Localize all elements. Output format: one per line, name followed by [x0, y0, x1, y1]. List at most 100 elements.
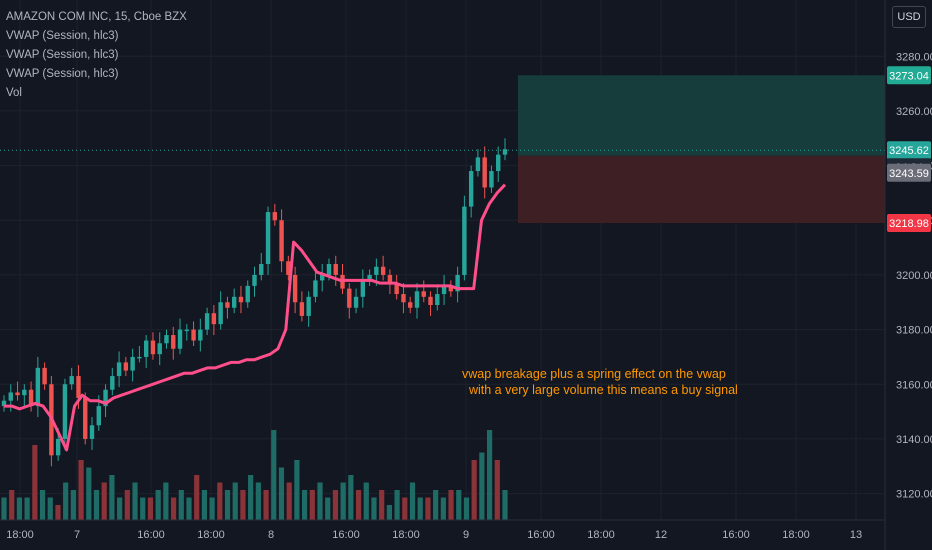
candle-body — [496, 154, 501, 172]
candle-body — [306, 296, 311, 316]
volume-bar — [271, 430, 277, 520]
candle — [265, 206, 271, 275]
volume-bar — [502, 490, 508, 520]
candle-body — [435, 294, 440, 305]
candle — [333, 255, 338, 286]
candle — [218, 291, 223, 330]
candle — [455, 266, 460, 303]
x-tick-label: 7 — [74, 529, 80, 541]
candle — [360, 269, 366, 308]
price-tag: 3273.04 — [887, 66, 931, 85]
candle-body — [380, 266, 386, 275]
candle — [150, 332, 156, 360]
price-tag-text: 3243.59 — [889, 168, 929, 180]
chart-annotation[interactable]: vwap breakage plus a spring effect on th… — [462, 366, 738, 398]
candle-body — [164, 335, 169, 344]
volume-bar — [371, 497, 377, 520]
x-tick-label: 18:00 — [587, 529, 615, 541]
candle-body — [265, 212, 271, 264]
candle — [22, 384, 27, 407]
legend-symbol[interactable]: AMAZON COM INC, 15, Cboe BZX — [6, 11, 187, 23]
candle — [123, 356, 129, 377]
candle-body — [76, 376, 81, 398]
candle-body — [502, 149, 508, 155]
x-tick-label: 8 — [268, 529, 274, 541]
candle-body — [8, 392, 13, 401]
price-tag-text: 3218.98 — [889, 218, 929, 230]
volume-bar — [170, 497, 177, 520]
candle-body — [28, 389, 34, 407]
candle-body — [333, 264, 338, 275]
candle — [83, 392, 88, 445]
volume-bar — [217, 482, 223, 520]
candle — [401, 283, 406, 314]
long-position-tool[interactable] — [518, 75, 885, 224]
candle-body — [292, 274, 298, 303]
candle — [292, 266, 298, 314]
candle — [441, 274, 447, 305]
volume-bar — [24, 497, 30, 520]
volume-bar — [1, 497, 7, 520]
candle — [475, 149, 481, 177]
candle-body — [143, 340, 149, 357]
candle — [110, 367, 115, 396]
time-axis[interactable]: 18:00 7 16:00 18:00 8 16:00 18:00 9 16:00 18:00 12… — [0, 519, 885, 541]
candle — [62, 378, 68, 450]
candle-body — [252, 274, 257, 286]
volume-bar — [232, 482, 238, 520]
x-tick-label: 9 — [463, 529, 469, 541]
candle — [462, 195, 467, 281]
legend-vwap-2[interactable]: VWAP (Session, hlc3) — [6, 49, 119, 61]
volume-bar — [132, 482, 138, 520]
volume-bar — [494, 460, 500, 520]
volume-bar — [471, 460, 477, 520]
legend-vwap-1[interactable]: VWAP (Session, hlc3) — [6, 30, 119, 42]
candle-body — [428, 296, 433, 305]
candle-body — [401, 294, 406, 303]
candle — [143, 335, 149, 368]
candle — [116, 351, 122, 387]
candle-body — [367, 274, 372, 281]
candle — [306, 291, 311, 327]
volume-bar — [140, 497, 146, 520]
volume-bar — [325, 497, 331, 520]
currency-button[interactable]: USD — [892, 6, 926, 28]
volume-bars — [1, 430, 508, 520]
volume-bar — [302, 490, 308, 520]
volume-bar — [278, 467, 285, 520]
legend-vwap-3[interactable]: VWAP (Session, hlc3) — [6, 68, 119, 80]
candle — [482, 146, 487, 199]
y-tick-label: 3280.00 — [896, 51, 932, 63]
volume-bar — [433, 490, 439, 520]
candle — [489, 165, 494, 193]
candle — [231, 288, 237, 314]
price-tag-text: 3245.62 — [889, 145, 929, 157]
x-tick-label: 18:00 — [197, 529, 225, 541]
candle-body — [15, 392, 20, 396]
volume-bar — [32, 445, 38, 520]
candle-body — [62, 384, 68, 439]
candle-body — [96, 406, 101, 426]
candle — [171, 326, 176, 360]
y-tick-label: 3200.00 — [896, 270, 932, 282]
candle-body — [225, 302, 230, 308]
candle — [204, 307, 210, 336]
candle — [421, 280, 426, 303]
volume-bar — [394, 490, 400, 520]
candle-body — [286, 261, 291, 275]
volume-bar — [340, 482, 346, 520]
volume-bar — [147, 497, 154, 520]
volume-bar — [425, 497, 431, 520]
candle-body — [171, 335, 176, 349]
candle-body — [353, 296, 359, 308]
volume-bar — [263, 490, 269, 520]
candle-body — [191, 329, 196, 341]
volume-bar — [309, 490, 315, 520]
volume-bar — [93, 490, 100, 520]
volume-bar — [355, 490, 362, 520]
volume-bar — [155, 490, 161, 520]
volume-bar — [286, 482, 292, 520]
legend-volume[interactable]: Vol — [6, 87, 22, 99]
stop-zone — [518, 155, 885, 224]
